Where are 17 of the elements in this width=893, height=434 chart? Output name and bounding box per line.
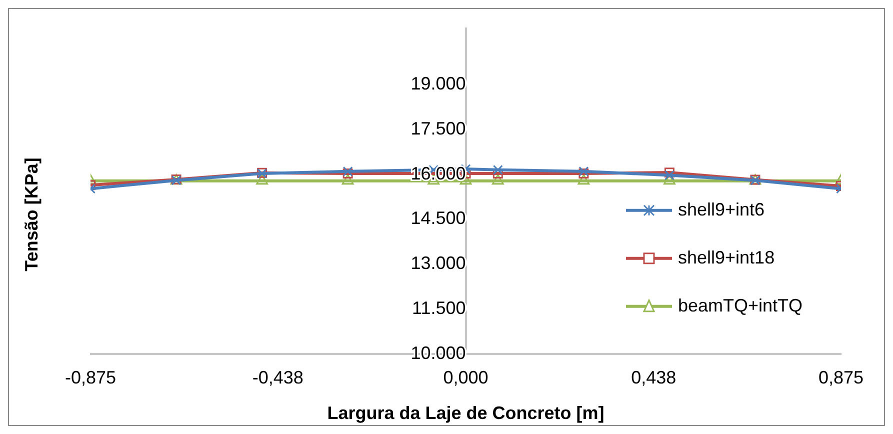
y-tick-label: 17.500 bbox=[410, 118, 466, 138]
y-tick-label: 19.000 bbox=[410, 74, 466, 94]
x-axis-title: Largura da Laje de Concreto [m] bbox=[327, 403, 604, 424]
y-tick-label: 11.500 bbox=[412, 298, 466, 318]
x-tick-label: 0,438 bbox=[631, 368, 676, 388]
y-tick-label: 13.000 bbox=[410, 253, 466, 274]
y-axis-title: Tensão [KPa] bbox=[22, 157, 42, 271]
x-tick-label: 0,000 bbox=[443, 368, 488, 388]
y-tick-label: 16.000 bbox=[410, 163, 466, 184]
y-tick-label: 10.000 bbox=[410, 342, 466, 363]
legend-label: beamTQ+intTQ bbox=[678, 295, 803, 316]
x-tick-label: 0,875 bbox=[818, 368, 864, 388]
legend-label: shell9+int18 bbox=[678, 247, 775, 268]
legend-label: shell9+int6 bbox=[678, 199, 765, 220]
y-tick-label: 14.500 bbox=[410, 208, 466, 228]
x-tick-label: -0,438 bbox=[252, 368, 304, 388]
x-tick-label: -0,875 bbox=[64, 368, 116, 388]
